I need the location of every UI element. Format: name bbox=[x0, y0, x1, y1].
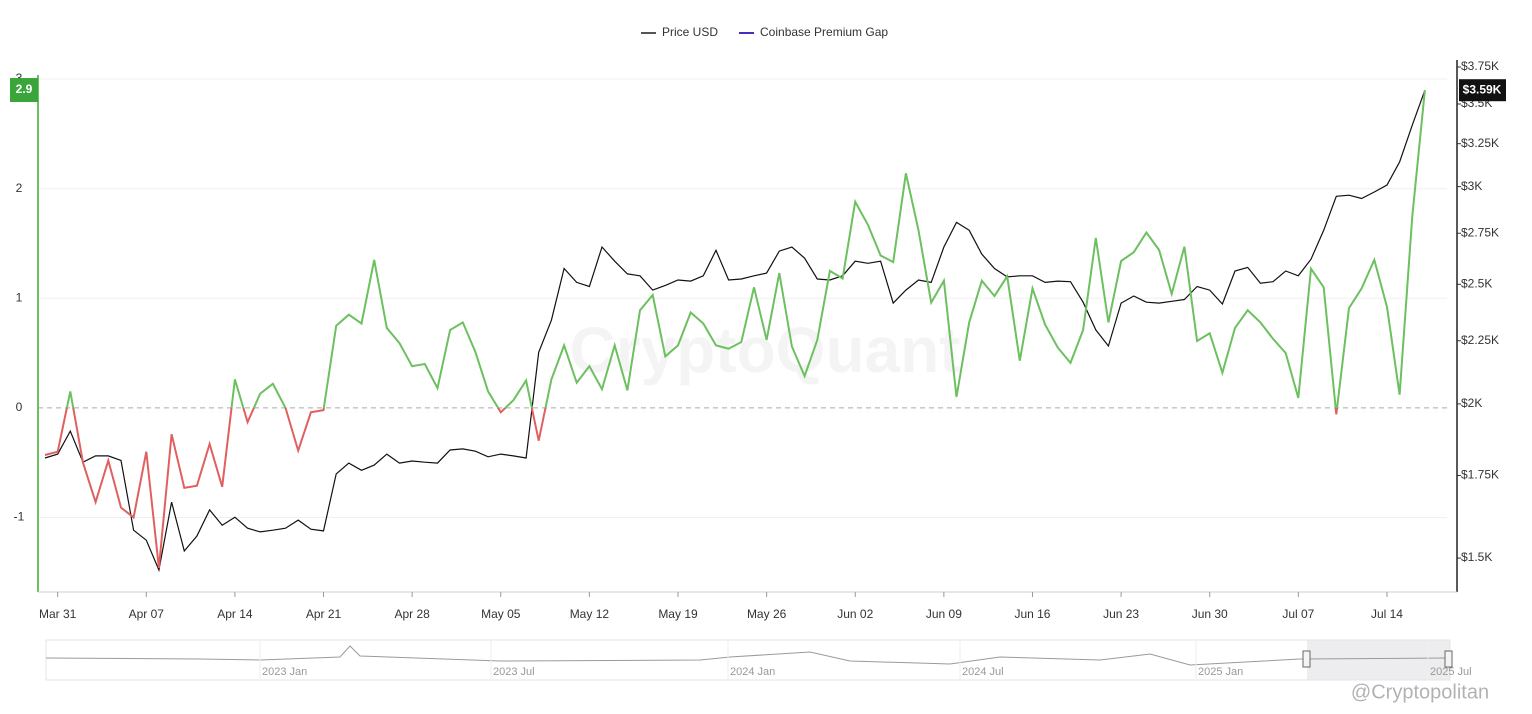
y2-tick-label: $2K bbox=[1461, 396, 1482, 410]
series-line bbox=[44, 89, 1426, 569]
navigator[interactable] bbox=[45, 639, 1451, 681]
y2-tick-label: $2.5K bbox=[1461, 276, 1492, 290]
legend-label[interactable]: Coinbase Premium Gap bbox=[760, 25, 888, 39]
x-tick-label: Apr 14 bbox=[217, 607, 253, 621]
navigator-handle[interactable] bbox=[1302, 650, 1311, 668]
x-tick-label: Jun 02 bbox=[837, 607, 873, 621]
legend-label[interactable]: Price USD bbox=[662, 25, 718, 39]
last-price-label: $3.59K bbox=[1463, 82, 1502, 96]
x-tick-label: May 19 bbox=[658, 607, 698, 621]
y2-tick-label: $2.75K bbox=[1461, 225, 1499, 239]
navigator-label: 2024 Jan bbox=[730, 666, 775, 678]
last-value-label: 2.9 bbox=[16, 82, 33, 96]
credit: @Cryptopolitan bbox=[1351, 681, 1489, 703]
navigator-handle[interactable] bbox=[1444, 650, 1453, 668]
y2-tick-label: $3.75K bbox=[1461, 59, 1499, 73]
x-tick-label: May 26 bbox=[747, 607, 787, 621]
x-tick-label: May 05 bbox=[481, 607, 521, 621]
y2-tick-label: $1.75K bbox=[1461, 468, 1499, 482]
x-tick-label: May 12 bbox=[570, 607, 610, 621]
watermark: CryptoQuant bbox=[569, 314, 960, 386]
navigator-label: 2023 Jan bbox=[262, 666, 307, 678]
navigator-label: 2025 Jul bbox=[1430, 666, 1472, 678]
navigator-label: 2025 Jan bbox=[1198, 666, 1243, 678]
navigator-selection[interactable] bbox=[1307, 640, 1450, 680]
x-tick-label: Jun 30 bbox=[1192, 607, 1228, 621]
x-tick-label: Jul 07 bbox=[1282, 607, 1314, 621]
x-tick-label: Jul 14 bbox=[1371, 607, 1403, 621]
last-value-box bbox=[10, 78, 38, 103]
y-tick-label: 0 bbox=[16, 400, 23, 414]
x-tick-label: Apr 07 bbox=[129, 607, 165, 621]
y2-tick-label: $1.5K bbox=[1461, 550, 1492, 564]
series-line bbox=[44, 89, 1426, 573]
x-tick-label: Mar 31 bbox=[39, 607, 77, 621]
y-tick-label: -1 bbox=[14, 510, 25, 524]
y-tick-label: 1 bbox=[16, 290, 23, 304]
navigator-line bbox=[45, 645, 1451, 666]
y2-tick-label: $3K bbox=[1461, 179, 1482, 193]
x-tick-label: Apr 28 bbox=[394, 607, 430, 621]
navigator-label: 2023 Jul bbox=[493, 666, 535, 678]
x-tick-label: Jun 09 bbox=[926, 607, 962, 621]
y-tick-label: 2 bbox=[16, 181, 23, 195]
last-price-box bbox=[1459, 79, 1506, 102]
y2-tick-label: $2.25K bbox=[1461, 333, 1499, 347]
y2-tick-label: $3.25K bbox=[1461, 136, 1499, 150]
navigator-label: 2024 Jul bbox=[962, 666, 1004, 678]
x-tick-label: Jun 16 bbox=[1014, 607, 1050, 621]
x-tick-label: Jun 23 bbox=[1103, 607, 1139, 621]
x-tick-label: Apr 21 bbox=[306, 607, 342, 621]
